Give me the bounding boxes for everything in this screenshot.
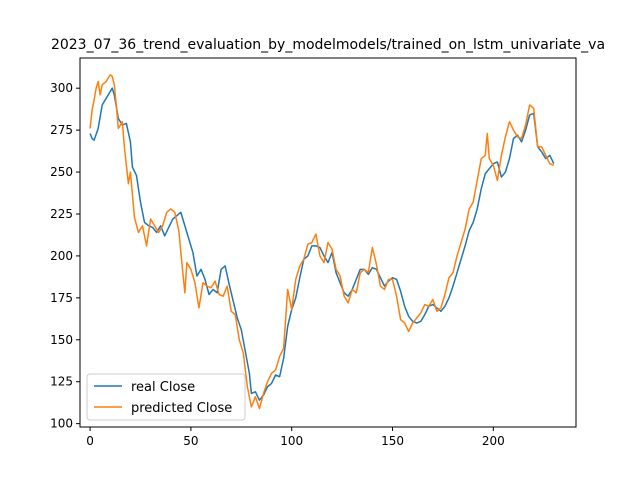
y-tick-label: 250	[50, 165, 73, 179]
y-tick-label: 150	[50, 333, 73, 347]
series-lines	[89, 74, 555, 410]
plot-frame	[79, 57, 577, 428]
y-tick-label: 275	[50, 123, 73, 137]
x-tick-label: 100	[280, 434, 303, 448]
y-axis: 100 125 150 175 200 225 250 275 300	[50, 81, 80, 431]
y-tick-label: 225	[50, 207, 73, 221]
legend-label-1: predicted Close	[131, 401, 232, 416]
legend-box	[86, 373, 246, 421]
y-tick-label: 300	[50, 81, 73, 95]
x-axis: 0 50 100 150 200	[86, 427, 505, 448]
x-tick-label: 0	[86, 434, 94, 448]
y-tick-label: 175	[50, 291, 73, 305]
legend-label-0: real Close	[131, 380, 195, 395]
chart-title: 2023_07_36_trend_evaluation_by_modelmode…	[51, 37, 605, 53]
x-tick-label: 200	[482, 434, 505, 448]
legend: real Close predicted Close	[86, 373, 246, 421]
series-line-1	[89, 74, 555, 410]
y-tick-label: 125	[50, 375, 73, 389]
y-tick-label: 100	[50, 417, 73, 431]
x-tick-label: 50	[183, 434, 198, 448]
series-line-0	[89, 87, 555, 401]
y-tick-label: 200	[50, 249, 73, 263]
x-tick-label: 150	[381, 434, 404, 448]
